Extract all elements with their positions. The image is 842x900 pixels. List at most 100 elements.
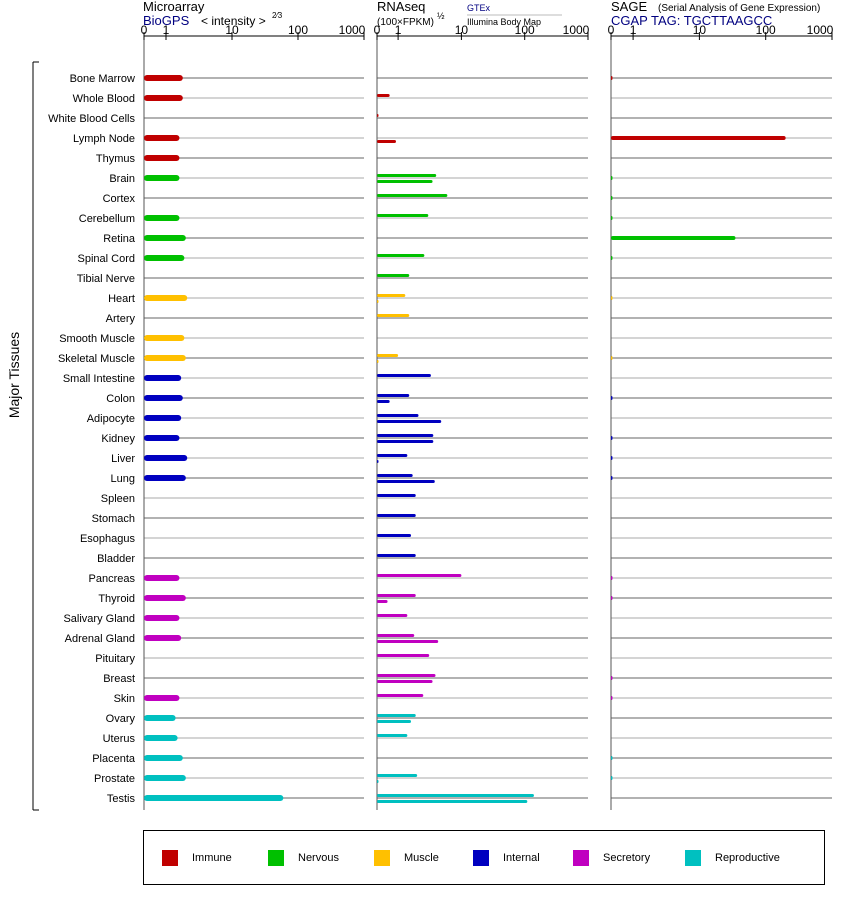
microarray-bar [144,215,180,221]
legend-swatch-nervous [268,850,284,866]
tissue-label-tibial-nerve: Tibial Nerve [77,273,135,285]
legend-item-immune: Immune [162,850,232,866]
tissue-label-artery: Artery [106,313,136,325]
rnaseq-bar [377,180,433,183]
microarray-tick-label: 1000 [339,23,366,37]
rnaseq-bar [377,640,439,643]
rnaseq-bodymap-label: Illumina Body Map [467,17,541,27]
tissue-label-breast: Breast [103,673,135,685]
sage-bar [611,576,613,580]
legend-item-internal: Internal [473,850,540,866]
legend-label-reproductive: Reproductive [715,852,780,864]
microarray-bar [144,575,180,581]
legend-item-muscle: Muscle [374,850,439,866]
microarray-bar [144,155,180,161]
rnaseq-bar [377,254,425,257]
legend-label-internal: Internal [503,852,540,864]
tissue-label-whole-blood: Whole Blood [73,93,135,105]
sage-bar [611,356,613,360]
sage-bar [611,756,613,760]
sage-bar [611,76,613,80]
tissue-label-testis: Testis [107,793,136,805]
rnaseq-bar [377,600,388,603]
tissue-label-spleen: Spleen [101,493,135,505]
microarray-bar [144,295,188,301]
rnaseq-bar [377,454,408,457]
rnaseq-bar [377,434,434,437]
tissue-label-placenta: Placenta [92,753,136,765]
microarray-bar [144,735,178,741]
rnaseq-bar [377,614,408,617]
rnaseq-tick-label: 1 [395,23,402,37]
microarray-bar [144,175,180,181]
microarray-source-link[interactable]: BioGPS [143,13,190,28]
legend-label-muscle: Muscle [404,852,439,864]
legend-swatch-internal [473,850,489,866]
rnaseq-bar [377,794,534,797]
rnaseq-tick-label: 10 [455,23,469,37]
tissue-label-spinal-cord: Spinal Cord [78,253,135,265]
tissue-label-brain: Brain [109,173,135,185]
microarray-bar [144,95,183,101]
tissue-label-colon: Colon [106,393,135,405]
microarray-bar [144,615,180,621]
rnaseq-bar [377,414,419,417]
rnaseq-bar [377,360,379,363]
tissue-label-pituitary: Pituitary [95,653,135,665]
tissue-label-bone-marrow: Bone Marrow [70,73,135,85]
rnaseq-bar [377,114,379,117]
tissue-label-small-intestine: Small Intestine [63,373,135,385]
rnaseq-bar [377,780,379,783]
sage-bar [611,776,613,780]
tissue-label-kidney: Kidney [101,433,135,445]
microarray-bar [144,775,186,781]
tissue-label-adrenal-gland: Adrenal Gland [65,633,135,645]
microarray-bar [144,435,180,441]
rnaseq-bar [377,374,431,377]
tissue-label-uterus: Uterus [103,733,136,745]
rnaseq-tick-label: 0 [374,23,381,37]
rnaseq-units-power: ½ [437,11,445,21]
legend-swatch-secretory [573,850,589,866]
rnaseq-bar [377,274,410,277]
rnaseq-tick-label: 1000 [563,23,590,37]
microarray-bar [144,75,183,81]
rnaseq-gtex-link[interactable]: GTEx [467,3,491,13]
sage-title: SAGE [611,0,647,14]
rnaseq-bar [377,480,435,483]
rnaseq-bar [377,420,442,423]
rnaseq-bar [377,634,415,637]
tissue-label-heart: Heart [108,293,135,305]
rnaseq-bar [377,294,406,297]
rnaseq-units-label: (100×FPKM) [377,17,434,28]
microarray-bar [144,635,182,641]
tissue-label-lung: Lung [111,473,135,485]
microarray-bar [144,795,284,801]
tissue-label-smooth-muscle: Smooth Muscle [59,333,135,345]
sage-bar [611,176,613,180]
legend-item-reproductive: Reproductive [685,850,780,866]
rnaseq-bar [377,394,410,397]
rnaseq-bar [377,694,424,697]
tissue-label-liver: Liver [111,453,135,465]
tissue-label-stomach: Stomach [92,513,135,525]
microarray-bar [144,335,185,341]
microarray-tick-label: 1 [163,23,170,37]
microarray-bar [144,475,186,481]
rnaseq-bar [377,494,416,497]
sage-bar [611,676,613,680]
sage-bar [611,396,613,400]
sage-bar [611,256,613,260]
sage-tag-label[interactable]: CGAP TAG: TGCTTAAGCC [611,13,772,28]
microarray-scale-label: < intensity > [201,14,266,28]
tissue-label-thymus: Thymus [96,153,136,165]
legend: Immune Nervous Muscle Internal Secretory… [143,830,825,885]
legend-label-nervous: Nervous [298,852,339,864]
legend-swatch-muscle [374,850,390,866]
microarray-bar [144,395,183,401]
microarray-bar [144,235,186,241]
legend-swatch-reproductive [685,850,701,866]
y-axis-bracket [32,61,39,811]
sage-bar [611,476,613,480]
sage-description: (Serial Analysis of Gene Expression) [658,3,820,14]
